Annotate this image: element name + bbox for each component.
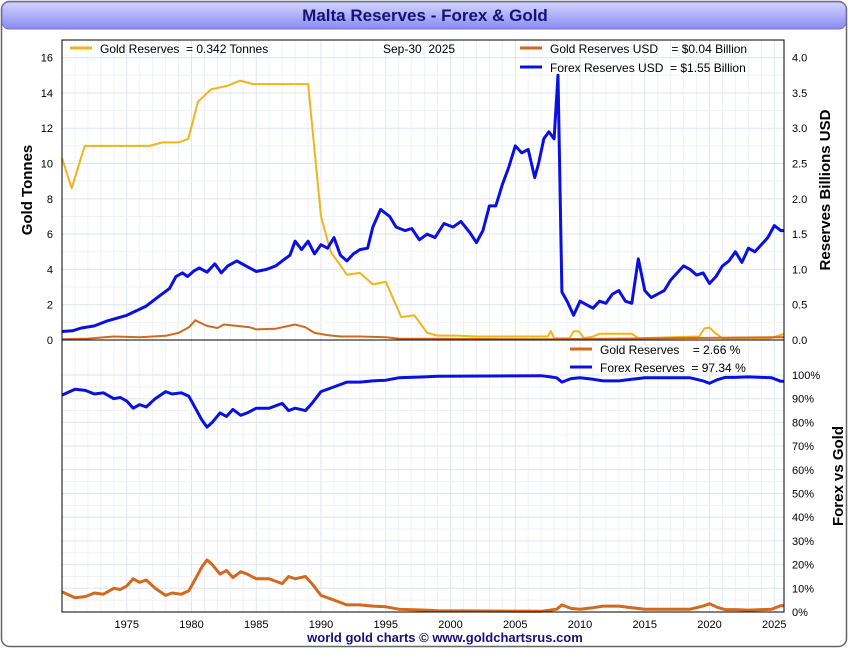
percent-axis-ticks: 0% 10% 20% 30% 40% 50% 60% 70% 80% 90% 100%	[792, 370, 820, 619]
upper-plot-area	[62, 40, 784, 340]
chart-title: Malta Reserves - Forex & Gold	[302, 6, 548, 25]
left-tick-label: 8	[47, 194, 53, 206]
series-line-gold_usd	[61, 319, 785, 341]
x-tick-label: 2010	[568, 619, 592, 631]
lower-right-axis-label: Forex vs Gold	[830, 426, 847, 526]
legend-gold-usd: Gold Reserves USD = $0.04 Billion	[550, 42, 747, 56]
percent-tick-label: 30%	[792, 536, 814, 548]
left-tick-label: 16	[41, 53, 53, 65]
pct-line-forex	[61, 374, 784, 429]
right-tick-label: 0.0	[792, 335, 807, 347]
x-tick-label: 2000	[438, 619, 462, 631]
percent-tick-label: 80%	[792, 417, 814, 429]
title-bar	[1, 1, 847, 30]
x-tick-label: 1985	[244, 619, 268, 631]
upper-series-lines	[61, 73, 785, 341]
x-tick-label: 1995	[374, 619, 398, 631]
left-axis-ticks: 0 2 4 6 8 10 12 14 16	[41, 53, 53, 347]
percent-tick-label: 70%	[792, 441, 814, 453]
lower-legend: Gold Reserves = 2.66 % Forex Reserves = …	[570, 343, 746, 375]
percent-tick-label: 40%	[792, 512, 814, 524]
left-tick-label: 10	[41, 159, 53, 171]
left-tick-label: 0	[47, 335, 53, 347]
x-tick-label: 2025	[762, 619, 786, 631]
legend-forex-pct: Forex Reserves = 97.34 %	[600, 361, 746, 375]
pct-line-gold_usd	[61, 558, 784, 613]
percent-tick-label: 60%	[792, 465, 814, 477]
percent-tick-label: 10%	[792, 583, 814, 595]
series-line-forex	[61, 73, 784, 333]
right-axis-ticks: 0.0 0.5 1.0 1.5 2.0 2.5 3.0 3.5 4.0	[792, 53, 807, 347]
right-tick-label: 2.5	[792, 159, 807, 171]
right-tick-label: 3.5	[792, 88, 807, 100]
left-tick-label: 12	[41, 123, 53, 135]
right-tick-label: 0.5	[792, 300, 807, 312]
x-tick-label: 1990	[309, 619, 333, 631]
right-tick-label: 1.0	[792, 264, 807, 276]
x-axis-ticks: 1975 1980 1985 1990 1995 2000 2005 2010 2015 2020…	[115, 619, 787, 631]
left-tick-label: 6	[47, 229, 53, 241]
right-tick-label: 2.0	[792, 194, 807, 206]
percent-tick-label: 90%	[792, 394, 814, 406]
x-tick-label: 2005	[503, 619, 527, 631]
right-axis-label: Reserves Billions USD	[817, 109, 834, 270]
legend-forex-usd: Forex Reserves USD = $1.55 Billion	[550, 61, 746, 75]
legend-gold-tonnes: Gold Reserves = 0.342 Tonnes	[100, 42, 268, 56]
percent-tick-label: 0%	[792, 607, 808, 619]
x-tick-label: 1975	[115, 619, 139, 631]
percent-tick-label: 100%	[792, 370, 820, 382]
x-tick-label: 1980	[179, 619, 203, 631]
x-tick-label: 2020	[697, 619, 721, 631]
left-tick-label: 4	[47, 264, 53, 276]
right-tick-label: 1.5	[792, 229, 807, 241]
lower-plot-area	[62, 340, 784, 612]
x-tick-label: 2015	[633, 619, 657, 631]
right-tick-label: 4.0	[792, 53, 807, 65]
lower-series-lines	[61, 374, 784, 613]
right-tick-label: 3.0	[792, 123, 807, 135]
left-axis-label: Gold Tonnes	[19, 145, 36, 236]
left-tick-label: 2	[47, 300, 53, 312]
footer-credit: world gold charts © www.goldchartsrus.co…	[306, 630, 583, 645]
legend-date: Sep-30 2025	[383, 42, 455, 56]
left-tick-label: 14	[41, 88, 53, 100]
lower-grid	[61, 340, 784, 612]
upper-grid	[61, 39, 784, 340]
percent-tick-label: 50%	[792, 489, 814, 501]
upper-legend: Gold Reserves = 0.342 Tonnes Sep-30 2025…	[70, 42, 747, 75]
lower-plot-border	[61, 339, 785, 613]
legend-gold-pct: Gold Reserves = 2.66 %	[600, 343, 741, 357]
percent-tick-label: 20%	[792, 560, 814, 572]
